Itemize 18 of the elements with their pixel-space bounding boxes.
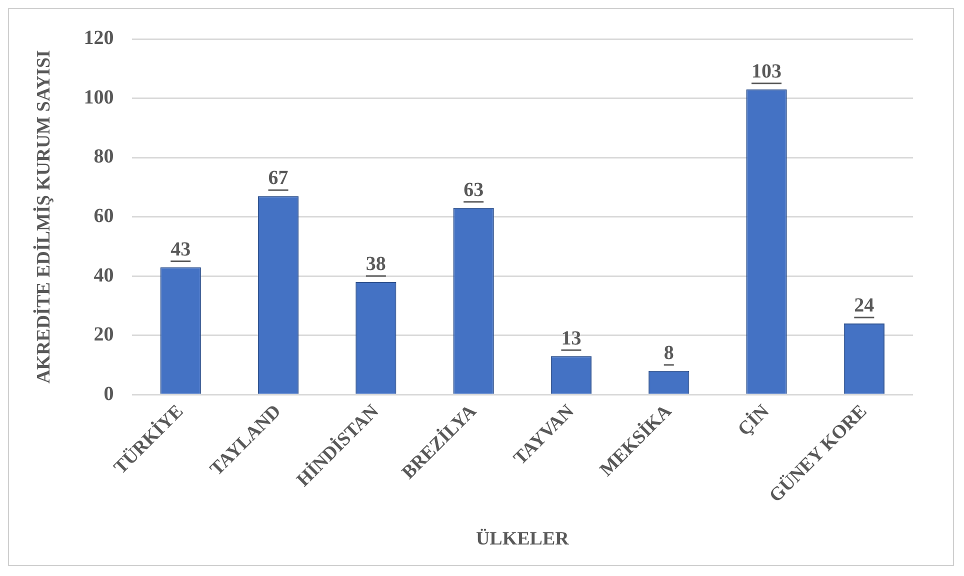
data-label: 24 (854, 294, 874, 317)
data-label: 103 (752, 60, 782, 83)
y-tick-label: 60 (94, 204, 114, 227)
data-label: 63 (464, 179, 484, 202)
data-label: 67 (268, 167, 288, 190)
y-tick-label: 120 (84, 27, 114, 50)
data-label: 13 (561, 327, 582, 350)
y-tick-label: 80 (94, 146, 114, 168)
data-label: 43 (170, 238, 191, 260)
x-axis-title: ÜLKELER (476, 528, 570, 550)
data-label: 38 (366, 253, 386, 276)
y-tick-label: 0 (104, 382, 114, 405)
x-tick-label: ÇİN (733, 400, 774, 440)
y-tick-label: 100 (84, 86, 114, 108)
y-tick-label: 40 (94, 264, 114, 286)
y-tick-label: 20 (94, 324, 114, 346)
data-label: 8 (664, 342, 674, 364)
y-axis-title: AKREDİTE EDİLMİŞ KURUM SAYISI (32, 50, 54, 384)
